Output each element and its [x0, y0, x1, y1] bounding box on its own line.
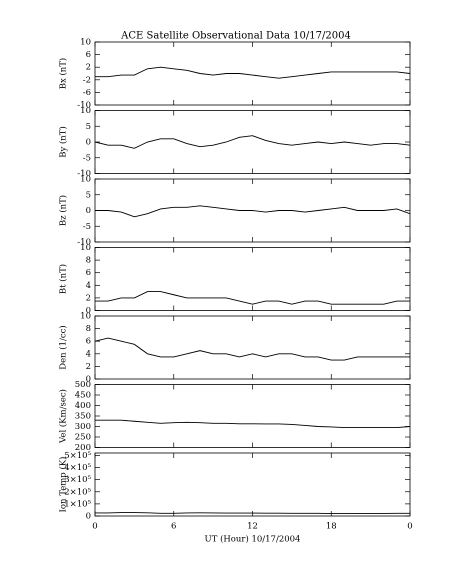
y-tick-label: 6	[86, 268, 91, 278]
panel-frame	[94, 110, 411, 174]
panel-frame	[94, 315, 411, 380]
y-tick-label: 5	[86, 122, 91, 132]
y-tick-label: 4	[86, 349, 91, 359]
y-tick-label: 300	[75, 422, 91, 432]
y-tick-label: -10	[77, 238, 91, 248]
y-tick-label: 0	[86, 512, 91, 522]
data-line	[95, 291, 410, 305]
y-tick-label: 2	[86, 362, 91, 372]
y-tick-label: 10	[80, 243, 91, 253]
y-tick-label: 1×10⁵	[64, 499, 91, 509]
y-tick-label: 3×10⁵	[64, 475, 91, 485]
y-tick-label: 8	[86, 324, 91, 334]
y-tick-label: -10	[77, 101, 91, 111]
y-axis-label: Vel (Km/sec)	[58, 389, 69, 444]
y-axis-label: Den (1/cc)	[58, 325, 69, 369]
x-axis-label: UT (Hour) 10/17/2004	[205, 534, 301, 545]
y-tick-label: -5	[83, 153, 91, 163]
y-tick-label: 6	[86, 337, 91, 347]
y-tick-label: 10	[80, 38, 91, 48]
y-tick-label: 4	[86, 281, 91, 291]
y-tick-label: 500	[75, 380, 91, 390]
data-line	[95, 419, 411, 428]
y-tick-label: -5	[83, 222, 91, 232]
x-tick-label: 12	[247, 522, 258, 532]
y-tick-label: 350	[75, 412, 91, 422]
y-axis-label: Ion Temp (K)	[58, 457, 69, 513]
y-tick-label: -10	[77, 169, 91, 179]
y-axis-label: Bx (nT)	[58, 58, 69, 90]
data-line	[94, 135, 411, 149]
data-line	[94, 337, 410, 361]
y-tick-label: 2×10⁵	[64, 487, 91, 497]
y-tick-label: -6	[83, 88, 91, 98]
y-tick-label: 10	[80, 312, 91, 322]
panel-frame	[94, 41, 411, 106]
y-tick-label: 0	[86, 306, 91, 316]
x-tick-label: 6	[171, 522, 176, 532]
y-axis-label: By (nT)	[58, 126, 69, 158]
y-tick-label: 6	[86, 50, 91, 60]
y-tick-label: 8	[86, 256, 91, 266]
x-tick-label: 18	[326, 522, 337, 532]
y-tick-label: 5×10⁵	[64, 451, 91, 461]
panel-frame	[94, 384, 411, 448]
y-tick-label: 5	[86, 190, 91, 200]
panel-frame	[94, 452, 411, 517]
y-axis-label: Bz (nT)	[58, 195, 69, 226]
data-line	[95, 66, 411, 79]
y-tick-label: 200	[75, 443, 91, 453]
y-tick-label: 450	[75, 391, 91, 401]
y-tick-label: 0	[86, 375, 91, 385]
y-tick-label: 0	[86, 206, 91, 216]
y-tick-label: 4×10⁵	[64, 463, 91, 473]
x-tick-label: 0	[407, 522, 412, 532]
y-tick-label: 10	[80, 175, 91, 185]
y-tick-label: 10	[80, 106, 91, 116]
panel-frame	[94, 247, 411, 311]
chart-title: ACE Satellite Observational Data 10/17/2…	[120, 31, 351, 42]
y-axis-label: Bt (nT)	[58, 264, 69, 294]
y-tick-label: -2	[83, 75, 91, 85]
x-tick-label: 0	[92, 522, 97, 532]
y-tick-label: 0	[86, 138, 91, 148]
y-tick-label: 250	[75, 433, 91, 443]
y-tick-label: 400	[75, 401, 91, 411]
data-line	[95, 512, 410, 515]
y-tick-label: 2	[86, 293, 91, 303]
data-line	[95, 205, 411, 218]
y-tick-label: 2	[86, 63, 91, 73]
